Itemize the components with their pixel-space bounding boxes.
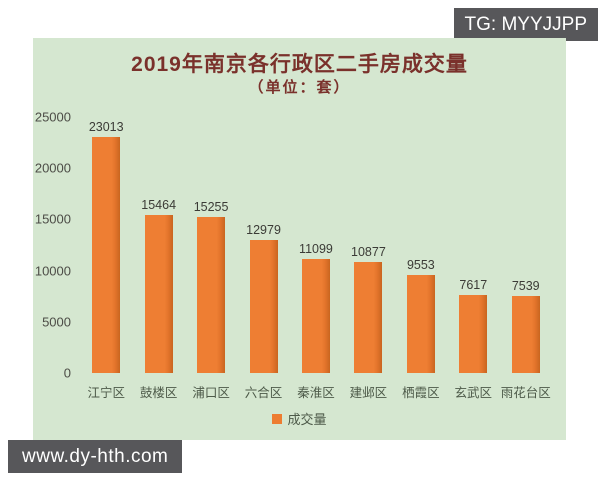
legend: 成交量: [33, 409, 566, 428]
y-tick-label: 20000: [34, 160, 71, 176]
y-tick-label: 5000: [42, 314, 71, 330]
bar-column: 11099: [290, 117, 342, 373]
bar-column: 10877: [342, 117, 394, 373]
bar-value-label: 7617: [459, 278, 488, 292]
x-axis-label: 鼓楼区: [139, 386, 178, 400]
x-axis-label: 浦口区: [192, 386, 230, 400]
bar-column: 15255: [185, 117, 237, 373]
watermark-badge-top-right: TG: MYYJJPP: [453, 8, 598, 41]
x-axis-label: 建邺区: [349, 386, 388, 400]
chart-panel: 2019年南京各行政区二手房成交量 （单位：套） 25000 20000 15000…: [33, 38, 566, 440]
chart-title: 2019年南京各行政区二手房成交量: [131, 53, 468, 76]
bar-value-label: 10877: [351, 245, 386, 259]
bar-value-label: 11099: [299, 242, 333, 256]
bar-value-label: 15255: [193, 200, 229, 214]
bar: [92, 137, 121, 373]
x-axis-label: 江宁区: [87, 386, 125, 400]
watermark-text: www.dy-hth.com: [22, 446, 169, 467]
x-axis-label: 玄武区: [454, 386, 493, 400]
bar-value-label: 7539: [511, 279, 540, 293]
bar-column: 9553: [395, 117, 447, 373]
x-axis: 江宁区 鼓楼区 浦口区 六合区 秦淮区 建邺区 栖霞区 玄武区 雨花台区: [80, 382, 552, 401]
bar-value-label: 15464: [141, 198, 177, 212]
x-axis-label: 栖霞区: [402, 386, 440, 400]
bar: [197, 217, 226, 373]
y-tick-label: 15000: [34, 211, 71, 227]
y-tick-label: 0: [63, 365, 71, 381]
bar: [511, 296, 540, 373]
bar-column: 7617: [447, 117, 499, 373]
bar: [144, 215, 173, 373]
bar-column: 7539: [500, 117, 552, 373]
legend-swatch-icon: [272, 413, 283, 424]
y-axis: 25000 20000 15000 10000 5000 0: [33, 38, 566, 440]
bar: [406, 275, 435, 373]
x-axis-label: 六合区: [244, 386, 283, 400]
x-axis-label: 秦淮区: [297, 386, 335, 400]
bar-column: 12979: [237, 117, 289, 373]
bar-value-label: 12979: [246, 223, 281, 237]
watermark-badge-bottom-left: www.dy-hth.com: [8, 440, 183, 473]
x-axis-label: 雨花台区: [500, 386, 551, 400]
bar: [354, 262, 383, 373]
bar: [301, 259, 330, 373]
bar-column: 15464: [132, 117, 184, 373]
legend-label: 成交量: [287, 412, 327, 427]
y-tick-label: 25000: [34, 109, 71, 125]
bar: [459, 295, 488, 373]
bar-value-label: 9553: [406, 258, 435, 272]
y-tick-label: 10000: [34, 263, 71, 279]
bar: [249, 240, 278, 373]
chart-subtitle: （单位：套）: [248, 79, 351, 96]
bars-plot-area: 23013 15464 15255 12979 11099 10877 9553 7617 75…: [80, 117, 552, 373]
bar-value-label: 23013: [88, 120, 124, 134]
watermark-text: TG: MYYJJPP: [464, 14, 587, 35]
bar-column: 23013: [80, 117, 132, 373]
